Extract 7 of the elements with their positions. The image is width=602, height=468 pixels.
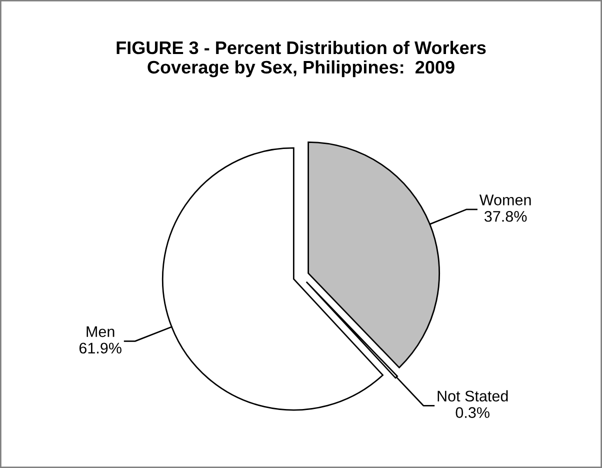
data-label: 0.3% [456, 407, 490, 418]
data-label: 37.8% [484, 210, 527, 222]
slice-label: Women [479, 194, 531, 206]
chart-title: FIGURE 3 - Percent Distribution of Workers Coverage by Sex, Philippines: 2009 [116, 40, 486, 78]
slice-label: Men [86, 326, 114, 338]
data-label: 61.9% [79, 342, 122, 354]
slice-label: Not Stated [438, 390, 508, 402]
